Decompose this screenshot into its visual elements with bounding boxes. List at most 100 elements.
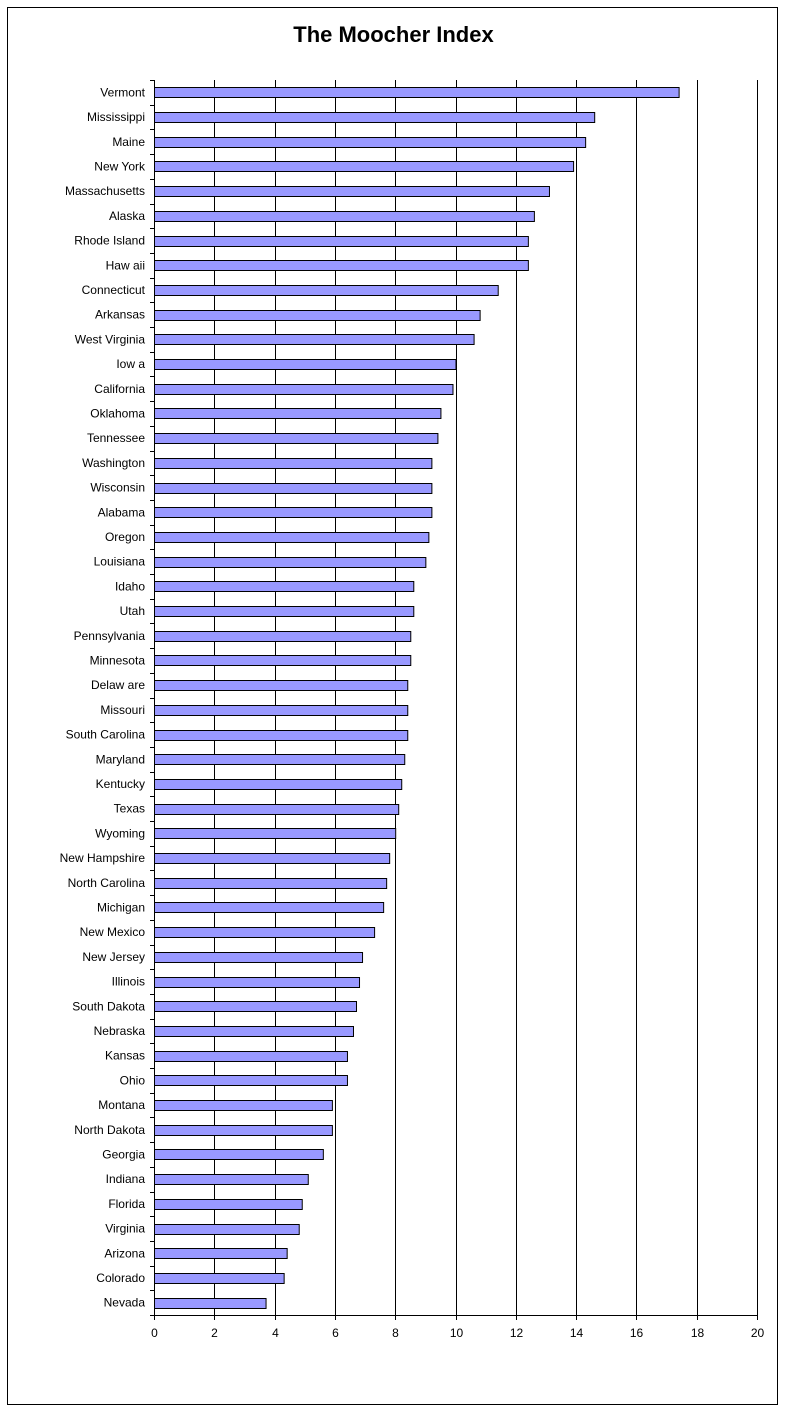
category-label: Haw aii (106, 258, 145, 272)
category-label: New York (94, 159, 146, 173)
bar (154, 1248, 288, 1259)
category-label: Alaska (109, 209, 145, 223)
category-label: New Hampshire (60, 851, 146, 865)
bar (154, 310, 481, 321)
category-label: Utah (120, 604, 145, 618)
bar (154, 1075, 348, 1086)
bar (154, 483, 433, 494)
category-label: Arizona (104, 1246, 145, 1260)
bar (154, 285, 499, 296)
bar (154, 1051, 348, 1062)
category-label: Alabama (98, 505, 146, 519)
bar (154, 754, 406, 765)
bar (154, 384, 454, 395)
bar (154, 1100, 333, 1111)
category-label: Massachusetts (65, 184, 145, 198)
category-label: Iow a (116, 357, 145, 371)
bar (154, 334, 475, 345)
category-label: Wyoming (95, 826, 145, 840)
bar (154, 705, 409, 716)
category-label: Kentucky (96, 777, 145, 791)
bar (154, 779, 403, 790)
x-tick-label: 0 (151, 1326, 158, 1340)
bar (154, 1298, 267, 1309)
x-tick-label: 16 (630, 1326, 644, 1340)
bar (154, 1199, 303, 1210)
bar (154, 137, 587, 148)
bar (154, 680, 409, 691)
bar (154, 211, 535, 222)
category-label: South Dakota (72, 999, 145, 1013)
category-label: Georgia (102, 1147, 145, 1161)
category-label: Nebraska (94, 1024, 146, 1038)
bar (154, 1001, 358, 1012)
x-tick-label: 18 (691, 1326, 705, 1340)
category-label: Kansas (105, 1049, 145, 1063)
bar (154, 1273, 285, 1284)
category-label: Virginia (105, 1222, 145, 1236)
x-tick-label: 20 (751, 1326, 765, 1340)
chart-title: The Moocher Index (293, 22, 494, 47)
category-label: Texas (114, 802, 145, 816)
bar (154, 730, 409, 741)
category-label: Ohio (120, 1073, 146, 1087)
category-label: Missouri (100, 703, 145, 717)
category-label: Illinois (112, 975, 145, 989)
category-label: South Carolina (66, 728, 146, 742)
x-tick-label: 8 (392, 1326, 399, 1340)
category-label: Florida (108, 1197, 145, 1211)
bar (154, 804, 400, 815)
bar (154, 186, 550, 197)
bar (154, 161, 575, 172)
category-label: Rhode Island (74, 234, 145, 248)
bar (154, 853, 391, 864)
category-label: North Carolina (68, 876, 146, 890)
bar (154, 1174, 309, 1185)
bar (154, 87, 680, 98)
bar (154, 977, 361, 988)
bar (154, 458, 433, 469)
bar (154, 408, 442, 419)
bar (154, 359, 457, 370)
category-label: West Virginia (75, 332, 146, 346)
x-tick-label: 12 (510, 1326, 524, 1340)
category-label: Arkansas (95, 308, 145, 322)
bar (154, 1224, 300, 1235)
category-label: Indiana (106, 1172, 146, 1186)
bar (154, 433, 439, 444)
category-label: North Dakota (74, 1123, 145, 1137)
category-label: Louisiana (94, 555, 146, 569)
bar (154, 1149, 324, 1160)
x-tick-label: 10 (450, 1326, 464, 1340)
category-label: Mississippi (87, 110, 145, 124)
bar (154, 1026, 354, 1037)
category-label: Idaho (115, 579, 145, 593)
category-label: Oregon (105, 530, 145, 544)
bar (154, 655, 412, 666)
category-label: Wisconsin (90, 481, 145, 495)
category-label: California (94, 382, 145, 396)
bar (154, 952, 364, 963)
bar (154, 112, 596, 123)
bar (154, 581, 415, 592)
category-label: Vermont (100, 85, 145, 99)
category-label: Washington (82, 456, 145, 470)
category-label: Pennsylvania (74, 629, 146, 643)
bar (154, 236, 529, 247)
bar (154, 631, 412, 642)
bar (154, 507, 433, 518)
category-label: Michigan (97, 900, 145, 914)
bar (154, 260, 529, 271)
bar (154, 878, 388, 889)
category-label: Maryland (96, 752, 145, 766)
category-label: Connecticut (82, 283, 146, 297)
category-label: Tennessee (87, 431, 145, 445)
category-label: Colorado (96, 1271, 145, 1285)
x-tick-label: 6 (332, 1326, 339, 1340)
bar (154, 927, 376, 938)
category-label: New Mexico (80, 925, 146, 939)
category-label: Maine (112, 135, 145, 149)
x-tick-label: 4 (272, 1326, 279, 1340)
bar (154, 557, 427, 568)
